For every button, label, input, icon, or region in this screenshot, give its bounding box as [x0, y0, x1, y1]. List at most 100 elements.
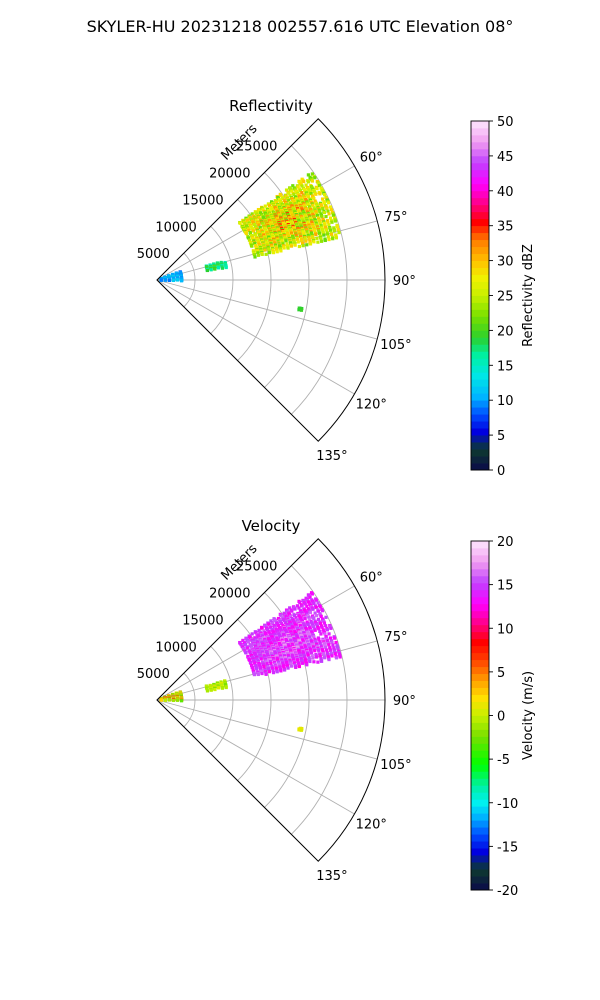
- echo-gate: [323, 656, 327, 660]
- echo-gate: [303, 602, 307, 606]
- echo-gate: [303, 616, 307, 621]
- echo-gate: [306, 180, 311, 184]
- echo-gate: [276, 660, 281, 664]
- echo-gate: [314, 192, 318, 196]
- echo-gate: [267, 247, 271, 251]
- echo-gate: [260, 221, 264, 225]
- echo-gate: [246, 640, 250, 644]
- echo-gate: [304, 183, 308, 187]
- colorbar-segment: [471, 330, 489, 338]
- colorbar-tick-label: 25: [497, 290, 514, 305]
- echo-gate: [308, 242, 313, 246]
- echo-gate: [282, 246, 286, 250]
- colorbar-segment: [471, 218, 489, 227]
- echo-gate: [328, 228, 333, 232]
- echo-gate: [179, 699, 184, 703]
- echo-gate: [316, 601, 320, 605]
- echo-gate: [299, 728, 304, 732]
- colorbar-tick-label: 0: [497, 464, 505, 479]
- echo-gate: [320, 659, 324, 663]
- echo-gate: [306, 653, 310, 657]
- colorbar-segment: [471, 176, 489, 185]
- colorbar-segment: [471, 764, 489, 772]
- echo-gate: [263, 647, 267, 651]
- echo-gate: [279, 669, 283, 673]
- echo-gate: [321, 652, 326, 656]
- echo-gate: [328, 636, 333, 640]
- echo-gate: [262, 664, 266, 669]
- theta-tick-label: 60°: [360, 570, 383, 585]
- colorbar-segment: [471, 232, 489, 241]
- colorbar-segment: [471, 820, 489, 828]
- echo-gate: [305, 243, 309, 247]
- echo-gate: [297, 244, 302, 249]
- echo-gate: [319, 237, 323, 241]
- r-tick-label: 5000: [137, 247, 170, 262]
- echo-gate: [294, 616, 298, 620]
- colorbar-segment: [471, 407, 489, 415]
- colorbar-segment: [471, 813, 489, 821]
- echo-gate: [268, 204, 272, 208]
- echo-gate: [205, 689, 210, 693]
- echo-gate: [305, 604, 309, 608]
- echo-gate: [299, 308, 304, 312]
- echo-gate: [320, 625, 324, 629]
- theta-tick-label: 75°: [384, 630, 407, 645]
- colorbar-segment: [471, 729, 489, 737]
- echo-gate: [334, 656, 339, 660]
- echo-gate: [318, 192, 322, 196]
- echo-gate: [285, 242, 289, 246]
- colorbar-tick-label: 35: [497, 220, 514, 235]
- colorbar-segment: [471, 281, 489, 289]
- colorbar-segment: [471, 260, 489, 268]
- echo-gate: [241, 638, 245, 643]
- echo-gate: [179, 279, 184, 283]
- echo-gate: [247, 238, 252, 242]
- echo-gate: [336, 228, 340, 232]
- echo-gate: [159, 278, 163, 282]
- colorbar-tick-label: 45: [497, 150, 514, 165]
- echo-gate: [262, 216, 266, 220]
- echo-gate: [318, 621, 322, 625]
- echo-gate: [311, 203, 315, 207]
- echo-gate: [326, 235, 330, 239]
- colorbar-segment: [471, 351, 489, 359]
- echo-gate: [267, 670, 271, 674]
- colorbar-segment: [471, 134, 489, 143]
- echo-gate: [253, 233, 258, 237]
- echo-gate: [327, 237, 331, 242]
- colorbar-segment: [471, 799, 489, 807]
- echo-gate: [296, 185, 300, 189]
- echo-gate: [296, 240, 300, 244]
- colorbar-segment: [471, 848, 489, 856]
- theta-tick-label: 105°: [380, 758, 411, 773]
- echo-gate: [175, 278, 180, 282]
- echo-gate: [259, 211, 263, 215]
- echo-gate: [332, 229, 337, 233]
- colorbar-tick-label: 40: [497, 185, 514, 200]
- echo-gate: [327, 643, 331, 647]
- echo-gate: [291, 184, 295, 188]
- r-tick-label: 10000: [155, 640, 196, 655]
- echo-gate: [308, 659, 312, 664]
- echo-gate: [305, 230, 309, 234]
- echo-gate: [306, 173, 310, 177]
- echo-gate: [299, 234, 303, 238]
- colorbar-label: Velocity (m/s): [521, 671, 536, 760]
- echo-gate: [331, 643, 335, 647]
- colorbar-label: Reflectivity dBZ: [521, 244, 536, 347]
- echo-gate: [312, 616, 316, 621]
- panel-title: Reflectivity: [229, 97, 313, 115]
- echo-gate: [268, 250, 272, 255]
- echo-gate: [267, 623, 271, 627]
- theta-tick-label: 120°: [356, 818, 387, 833]
- panel-title: Velocity: [242, 517, 301, 535]
- colorbar-tick-label: 5: [497, 666, 505, 681]
- colorbar-segment: [471, 589, 489, 598]
- echo-gate: [317, 627, 321, 631]
- r-tick-label: 10000: [155, 220, 196, 235]
- echo-gate: [318, 221, 322, 225]
- colorbar-tick-label: 20: [497, 324, 514, 339]
- echo-gate: [312, 660, 316, 664]
- echo-gate: [265, 628, 270, 632]
